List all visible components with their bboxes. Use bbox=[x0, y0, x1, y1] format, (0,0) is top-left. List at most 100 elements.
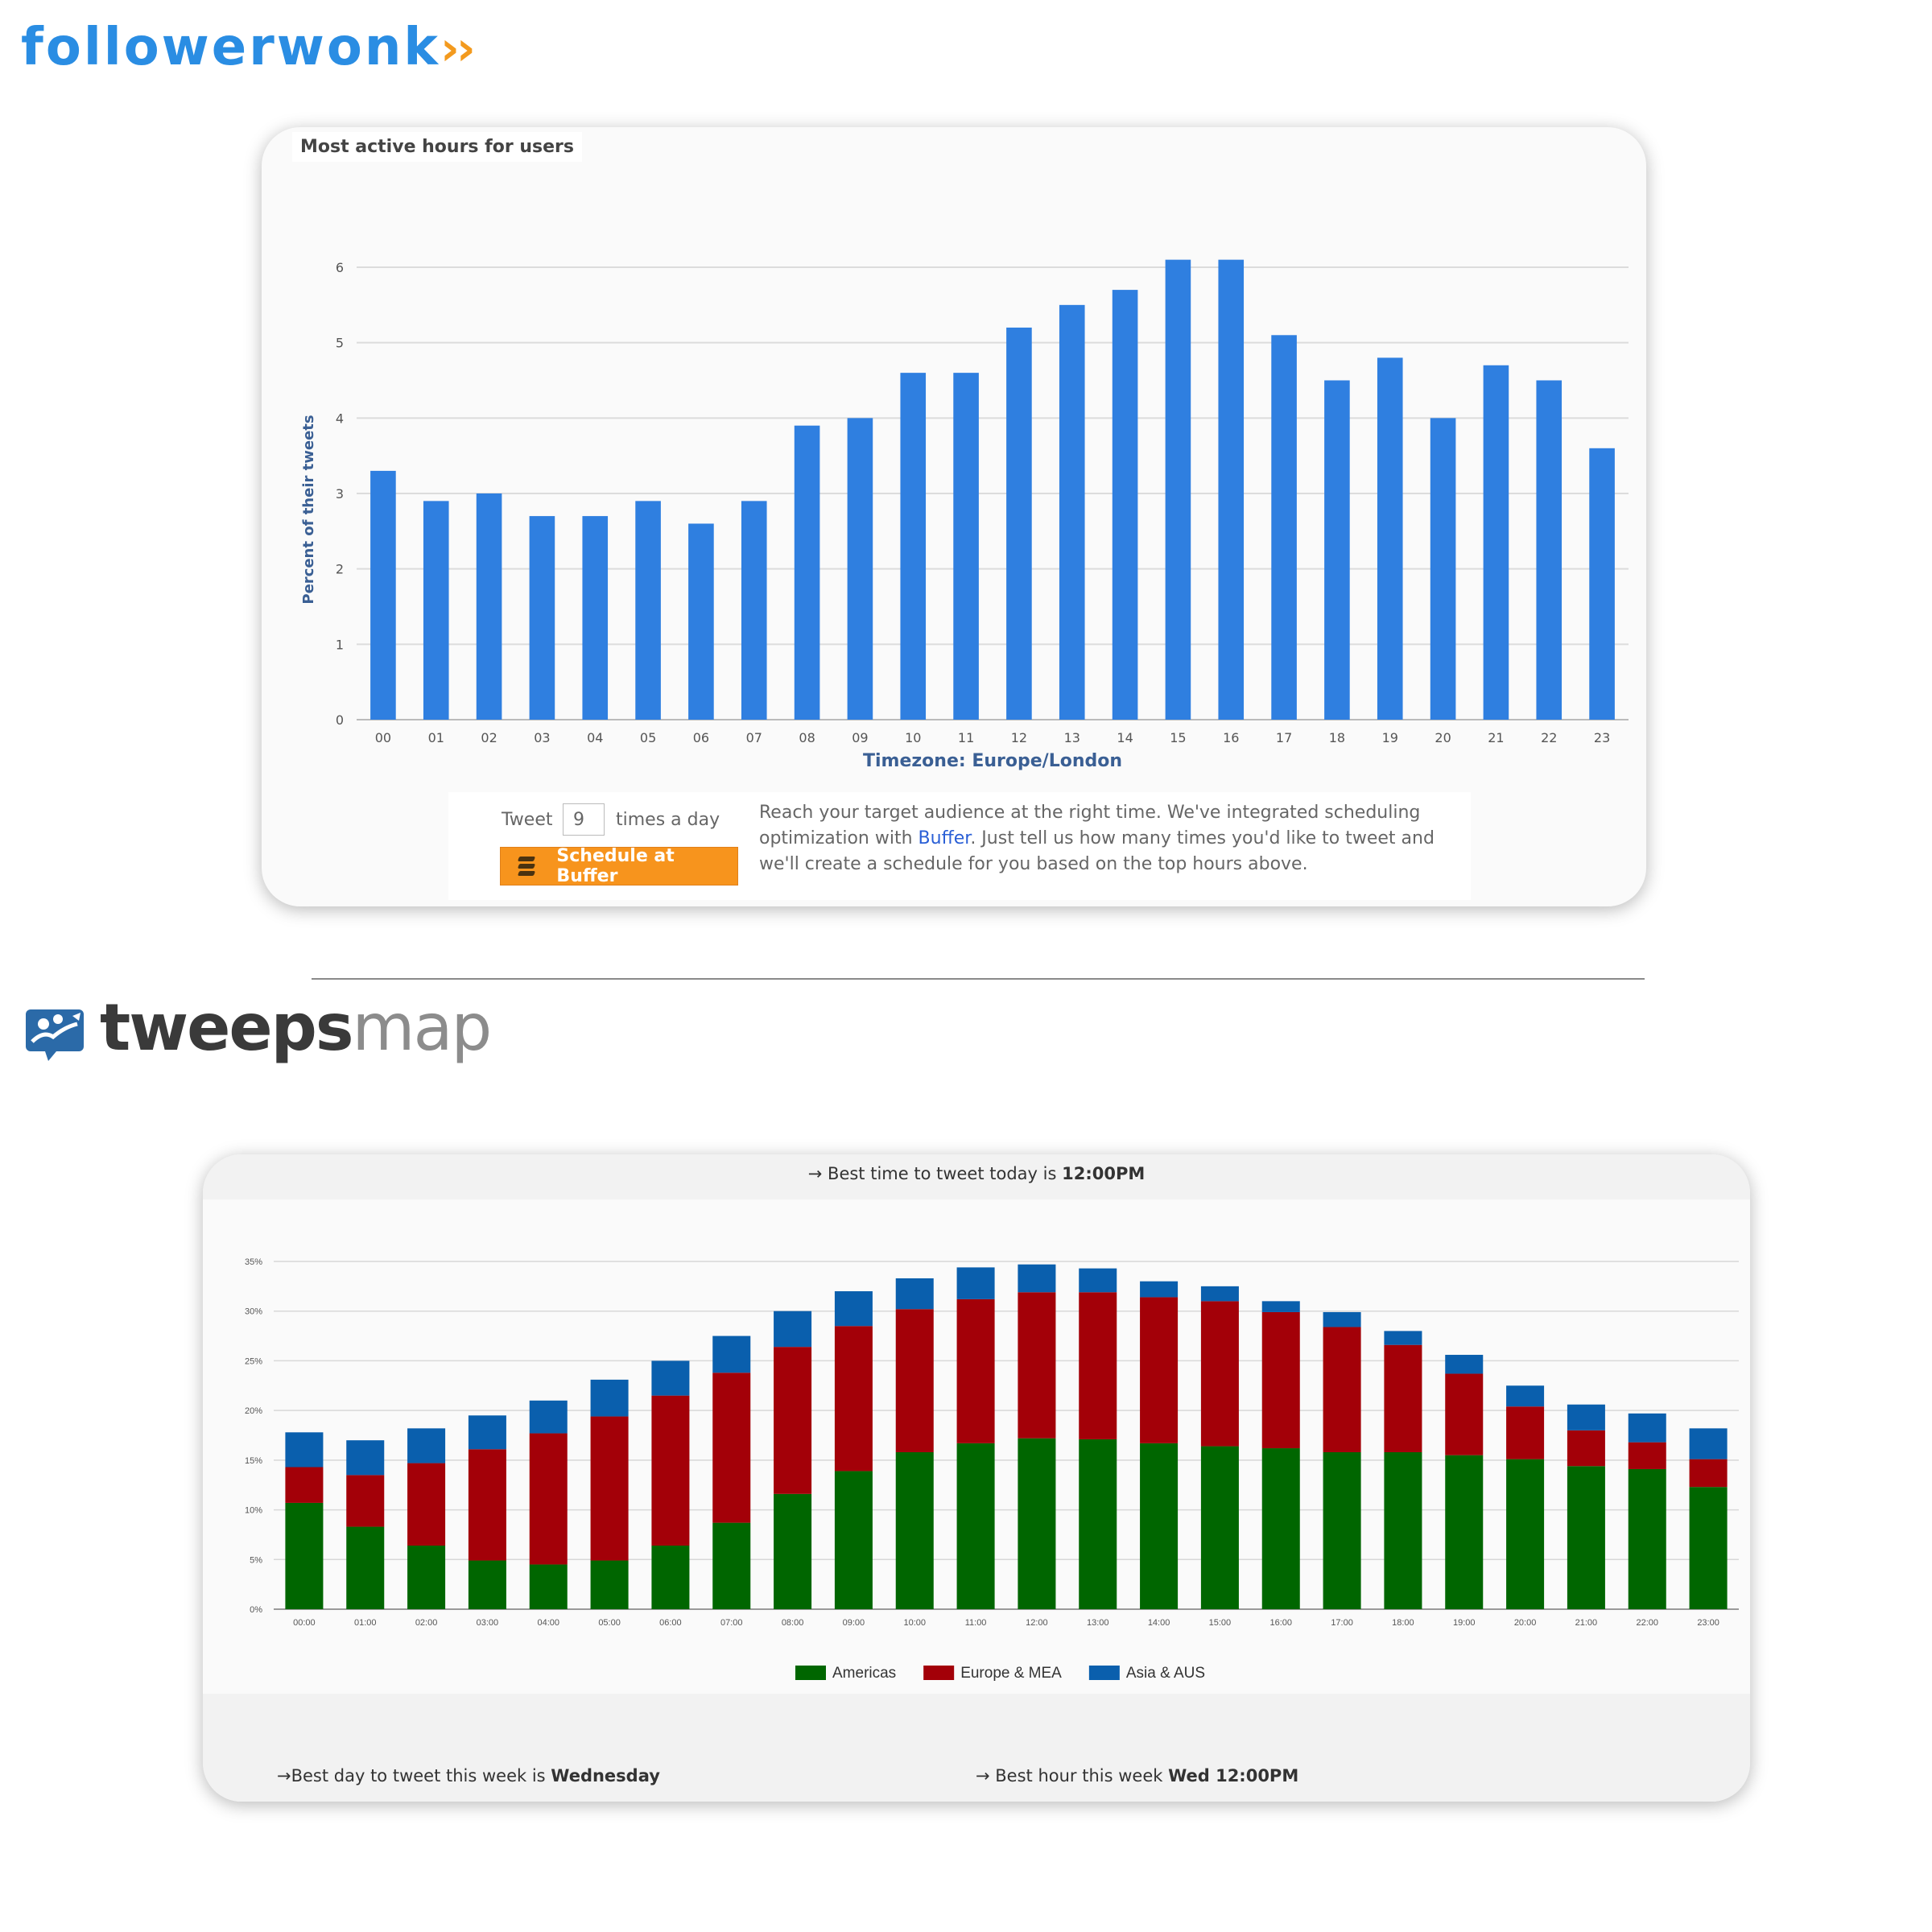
bar bbox=[1006, 327, 1032, 720]
bar-segment bbox=[1445, 1355, 1484, 1374]
x-tick-label: 07:00 bbox=[720, 1618, 743, 1628]
bar bbox=[635, 501, 661, 720]
best-time-card: → Best time to tweet today is 12:00PM 0%… bbox=[203, 1154, 1750, 1802]
x-tick-label: 21:00 bbox=[1575, 1618, 1598, 1628]
legend-label: Americas bbox=[832, 1665, 896, 1682]
bar-segment bbox=[712, 1522, 751, 1609]
x-tick-label: 18 bbox=[1329, 730, 1345, 745]
legend-swatch bbox=[1088, 1666, 1120, 1680]
bar-segment bbox=[1261, 1301, 1300, 1312]
x-tick-label: 00 bbox=[375, 730, 391, 745]
x-tick-label: 14 bbox=[1117, 730, 1133, 745]
x-tick-label: 19 bbox=[1382, 730, 1398, 745]
bar-segment bbox=[1079, 1268, 1117, 1293]
buffer-description-end: . Just tell us how many times you'd like… bbox=[759, 828, 1435, 874]
schedule-button-label: Schedule at Buffer bbox=[556, 846, 675, 886]
x-tick-label: 13 bbox=[1064, 730, 1080, 745]
bar-segment bbox=[285, 1432, 324, 1468]
bar-segment bbox=[468, 1560, 506, 1609]
x-tick-label: 09 bbox=[852, 730, 868, 745]
x-tick-label: 22:00 bbox=[1636, 1618, 1658, 1628]
x-tick-label: 17:00 bbox=[1331, 1618, 1353, 1628]
tweets-per-day-input[interactable] bbox=[563, 803, 605, 836]
x-tick-label: 02:00 bbox=[415, 1618, 438, 1628]
bar-segment bbox=[285, 1502, 324, 1609]
bar-segment bbox=[1506, 1406, 1545, 1459]
x-tick-label: 02 bbox=[481, 730, 497, 745]
best-day-prefix: →Best day to tweet this week is bbox=[277, 1766, 551, 1785]
section-divider bbox=[312, 978, 1645, 980]
bar-segment bbox=[407, 1546, 446, 1609]
x-tick-label: 07 bbox=[746, 730, 762, 745]
bar-segment bbox=[1506, 1459, 1545, 1609]
chevron-right-icon: ›› bbox=[440, 21, 476, 76]
x-tick-label: 13:00 bbox=[1087, 1618, 1109, 1628]
bar-segment bbox=[651, 1360, 690, 1396]
bar-segment bbox=[1018, 1438, 1056, 1609]
schedule-at-buffer-button[interactable]: Schedule at Buffer bbox=[500, 846, 738, 886]
bar-segment bbox=[774, 1347, 812, 1494]
x-tick-label: 09:00 bbox=[843, 1618, 865, 1628]
followerwonk-logo-text: followerwonk bbox=[21, 18, 440, 77]
bar-segment bbox=[895, 1278, 934, 1310]
buffer-link[interactable]: Buffer bbox=[918, 828, 971, 848]
bar-segment bbox=[407, 1463, 446, 1546]
bar bbox=[794, 425, 820, 720]
card-header bbox=[203, 1154, 1750, 1199]
bar-segment bbox=[1384, 1451, 1422, 1609]
bar-segment bbox=[468, 1449, 506, 1561]
x-tick-label: 16:00 bbox=[1269, 1618, 1292, 1628]
bar-segment bbox=[774, 1311, 812, 1348]
bar-segment bbox=[1567, 1466, 1605, 1609]
bar-segment bbox=[1140, 1443, 1179, 1609]
most-active-hours-card: 0 1 2 3 4 5 6 00 01 02 03 04 05 06 07 08 09 10 11 12 13 14 15 1… bbox=[262, 127, 1646, 906]
x-tick-label: 08:00 bbox=[782, 1618, 804, 1628]
x-tick-label: 14:00 bbox=[1148, 1618, 1170, 1628]
bar-segment bbox=[590, 1560, 629, 1609]
bar-segment bbox=[1261, 1311, 1300, 1449]
y-tick-label: 0% bbox=[250, 1605, 262, 1615]
x-tick-label: 23:00 bbox=[1697, 1618, 1719, 1628]
best-time-today: → Best time to tweet today is 12:00PM bbox=[203, 1164, 1750, 1183]
x-tick-label: 21 bbox=[1488, 730, 1504, 745]
bar-segment bbox=[346, 1475, 385, 1527]
bar-segment bbox=[1323, 1311, 1361, 1327]
y-tick-label: 5 bbox=[336, 336, 344, 351]
bar-segment bbox=[956, 1267, 995, 1299]
x-tick-label: 10 bbox=[905, 730, 921, 745]
followerwonk-logo[interactable]: followerwonk›› bbox=[21, 18, 476, 77]
x-tick-label: 12:00 bbox=[1026, 1618, 1048, 1628]
tweepsmap-logo-part1: tweeps bbox=[100, 990, 354, 1065]
x-tick-label: 01 bbox=[428, 730, 444, 745]
bar bbox=[370, 470, 396, 720]
chart-title: Most active hours for users bbox=[292, 132, 583, 162]
bar-segment bbox=[1323, 1451, 1361, 1609]
tweepsmap-logo[interactable]: tweepsmap bbox=[100, 990, 492, 1065]
bar bbox=[1430, 418, 1456, 720]
y-tick-label: 30% bbox=[245, 1307, 262, 1317]
bar-segment bbox=[651, 1395, 690, 1546]
x-tick-label: 20:00 bbox=[1514, 1618, 1537, 1628]
x-tick-label: 15 bbox=[1170, 730, 1186, 745]
best-hour-this-week: → Best hour this week Wed 12:00PM bbox=[976, 1766, 1298, 1785]
bar bbox=[953, 373, 979, 720]
bar bbox=[1165, 259, 1191, 720]
bar-segment bbox=[1445, 1373, 1484, 1455]
bar bbox=[1271, 335, 1297, 720]
bar-segment bbox=[1628, 1468, 1666, 1609]
bar-segment bbox=[712, 1373, 751, 1523]
best-hour-prefix: → Best hour this week bbox=[976, 1766, 1169, 1785]
tweepsmap-logo-icon bbox=[26, 1009, 84, 1061]
bar-segment bbox=[895, 1309, 934, 1452]
x-tick-label: 08 bbox=[799, 730, 815, 745]
bar-segment bbox=[834, 1471, 873, 1609]
bar-segment bbox=[1018, 1292, 1056, 1439]
bar-segment bbox=[1384, 1344, 1422, 1452]
bar bbox=[529, 516, 555, 720]
bar bbox=[1112, 290, 1138, 720]
bar bbox=[423, 501, 449, 720]
bar-segment bbox=[529, 1400, 568, 1434]
x-tick-label: 05:00 bbox=[598, 1618, 621, 1628]
bar-segment bbox=[774, 1493, 812, 1609]
